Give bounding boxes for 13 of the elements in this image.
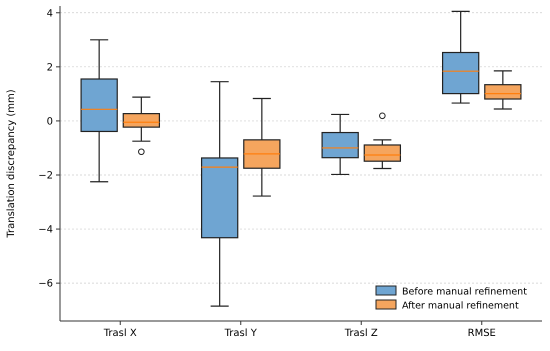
y-axis-title: Translation discrepancy (mm) xyxy=(6,89,17,239)
legend-label: After manual refinement xyxy=(402,300,519,312)
y-tick-label: 0 xyxy=(46,116,53,128)
x-tick-label: RMSE xyxy=(468,328,496,339)
x-tick-label: Trasl Y xyxy=(224,328,258,339)
y-tick-label: −2 xyxy=(38,170,53,182)
y-tick-label: −6 xyxy=(38,278,53,290)
y-tick-label: −4 xyxy=(38,224,53,236)
legend-label: Before manual refinement xyxy=(402,286,528,298)
y-tick-label: 2 xyxy=(46,62,53,74)
x-tick-label: Trasl Z xyxy=(344,328,378,339)
y-tick-label: 4 xyxy=(46,8,53,20)
x-tick-label: Trasl X xyxy=(102,328,137,339)
